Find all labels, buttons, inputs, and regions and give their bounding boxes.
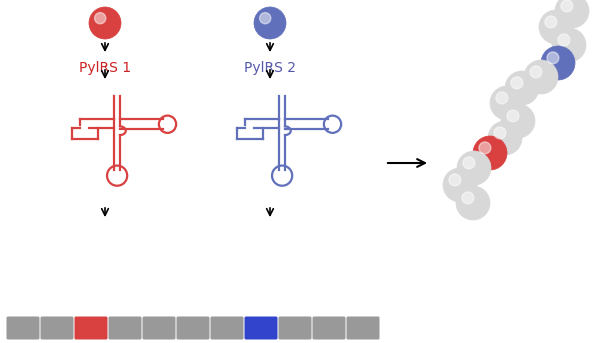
Circle shape	[463, 157, 475, 169]
FancyBboxPatch shape	[108, 317, 141, 340]
Circle shape	[494, 127, 506, 139]
FancyBboxPatch shape	[211, 317, 243, 340]
Circle shape	[89, 7, 121, 39]
Circle shape	[507, 110, 519, 122]
Circle shape	[462, 192, 474, 204]
Circle shape	[443, 168, 477, 202]
FancyBboxPatch shape	[75, 317, 108, 340]
Circle shape	[539, 10, 573, 44]
Circle shape	[496, 92, 508, 104]
Circle shape	[479, 142, 491, 154]
Circle shape	[501, 104, 535, 138]
Circle shape	[456, 186, 490, 220]
Text: PylRS 2: PylRS 2	[244, 61, 296, 75]
FancyBboxPatch shape	[176, 317, 209, 340]
Circle shape	[541, 46, 575, 80]
FancyBboxPatch shape	[7, 317, 40, 340]
Circle shape	[259, 13, 271, 24]
Circle shape	[555, 0, 589, 28]
FancyBboxPatch shape	[40, 317, 73, 340]
Circle shape	[95, 13, 106, 24]
Circle shape	[488, 121, 522, 155]
FancyBboxPatch shape	[312, 317, 346, 340]
Circle shape	[457, 151, 491, 185]
Circle shape	[505, 71, 539, 105]
Circle shape	[530, 66, 542, 78]
Text: PylRS 1: PylRS 1	[79, 61, 131, 75]
Circle shape	[490, 86, 524, 120]
FancyBboxPatch shape	[143, 317, 176, 340]
Circle shape	[552, 28, 586, 62]
Circle shape	[561, 0, 573, 12]
Circle shape	[558, 34, 570, 46]
Circle shape	[473, 136, 507, 170]
FancyBboxPatch shape	[279, 317, 311, 340]
Circle shape	[511, 77, 523, 89]
Circle shape	[254, 7, 286, 39]
Circle shape	[545, 16, 557, 28]
FancyBboxPatch shape	[244, 317, 278, 340]
Circle shape	[524, 60, 558, 94]
FancyBboxPatch shape	[347, 317, 379, 340]
Circle shape	[449, 174, 461, 186]
Circle shape	[547, 52, 559, 64]
